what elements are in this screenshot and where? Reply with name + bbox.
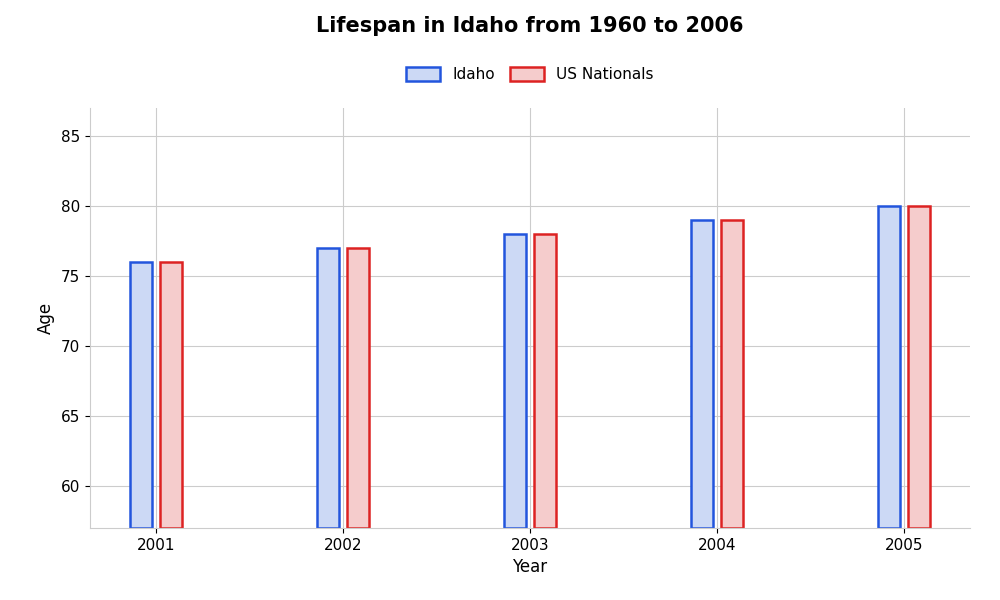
Bar [130,262,152,528]
Bar [160,262,182,528]
Title: Lifespan in Idaho from 1960 to 2006: Lifespan in Idaho from 1960 to 2006 [316,16,744,35]
Legend: Idaho, US Nationals: Idaho, US Nationals [400,61,660,88]
Bar [721,220,743,528]
Bar [878,206,900,528]
Bar [534,234,556,528]
Y-axis label: Age: Age [37,302,55,334]
Bar [317,248,339,528]
Bar [908,206,930,528]
Bar [504,234,526,528]
Bar [347,248,369,528]
Bar [691,220,713,528]
X-axis label: Year: Year [512,558,548,576]
